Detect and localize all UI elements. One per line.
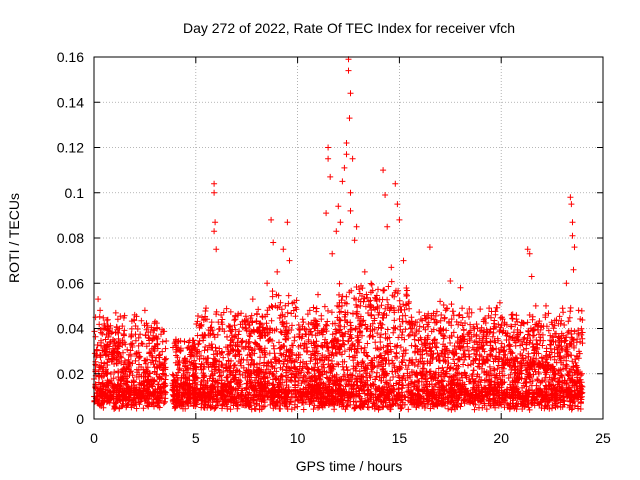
grid-lines xyxy=(94,57,603,419)
y-tick-label: 0.04 xyxy=(57,321,84,337)
x-tick-label: 0 xyxy=(90,430,98,446)
chart-title: Day 272 of 2022, Rate Of TEC Index for r… xyxy=(183,20,515,36)
y-tick-label: 0.1 xyxy=(65,185,85,201)
y-axis-label: ROTI / TECUs xyxy=(6,193,22,283)
x-tick-label: 10 xyxy=(290,430,306,446)
y-tick-label: 0.14 xyxy=(57,94,84,110)
data-points xyxy=(91,56,586,413)
x-axis-label: GPS time / hours xyxy=(296,458,403,474)
axis-ticks: 0 0.02 0.04 0.06 0.08 0.1 0.12 0.14 0.16 0 5 10 15 20… xyxy=(57,49,611,446)
y-tick-label: 0.08 xyxy=(57,230,84,246)
y-tick-label: 0 xyxy=(76,411,84,427)
y-tick-label: 0.16 xyxy=(57,49,84,65)
x-tick-label: 5 xyxy=(192,430,200,446)
x-tick-label: 15 xyxy=(392,430,408,446)
x-tick-label: 25 xyxy=(595,430,611,446)
y-tick-label: 0.06 xyxy=(57,275,84,291)
y-tick-label: 0.02 xyxy=(57,366,84,382)
y-tick-label: 0.12 xyxy=(57,140,84,156)
roti-points xyxy=(91,56,586,413)
x-tick-label: 20 xyxy=(493,430,509,446)
